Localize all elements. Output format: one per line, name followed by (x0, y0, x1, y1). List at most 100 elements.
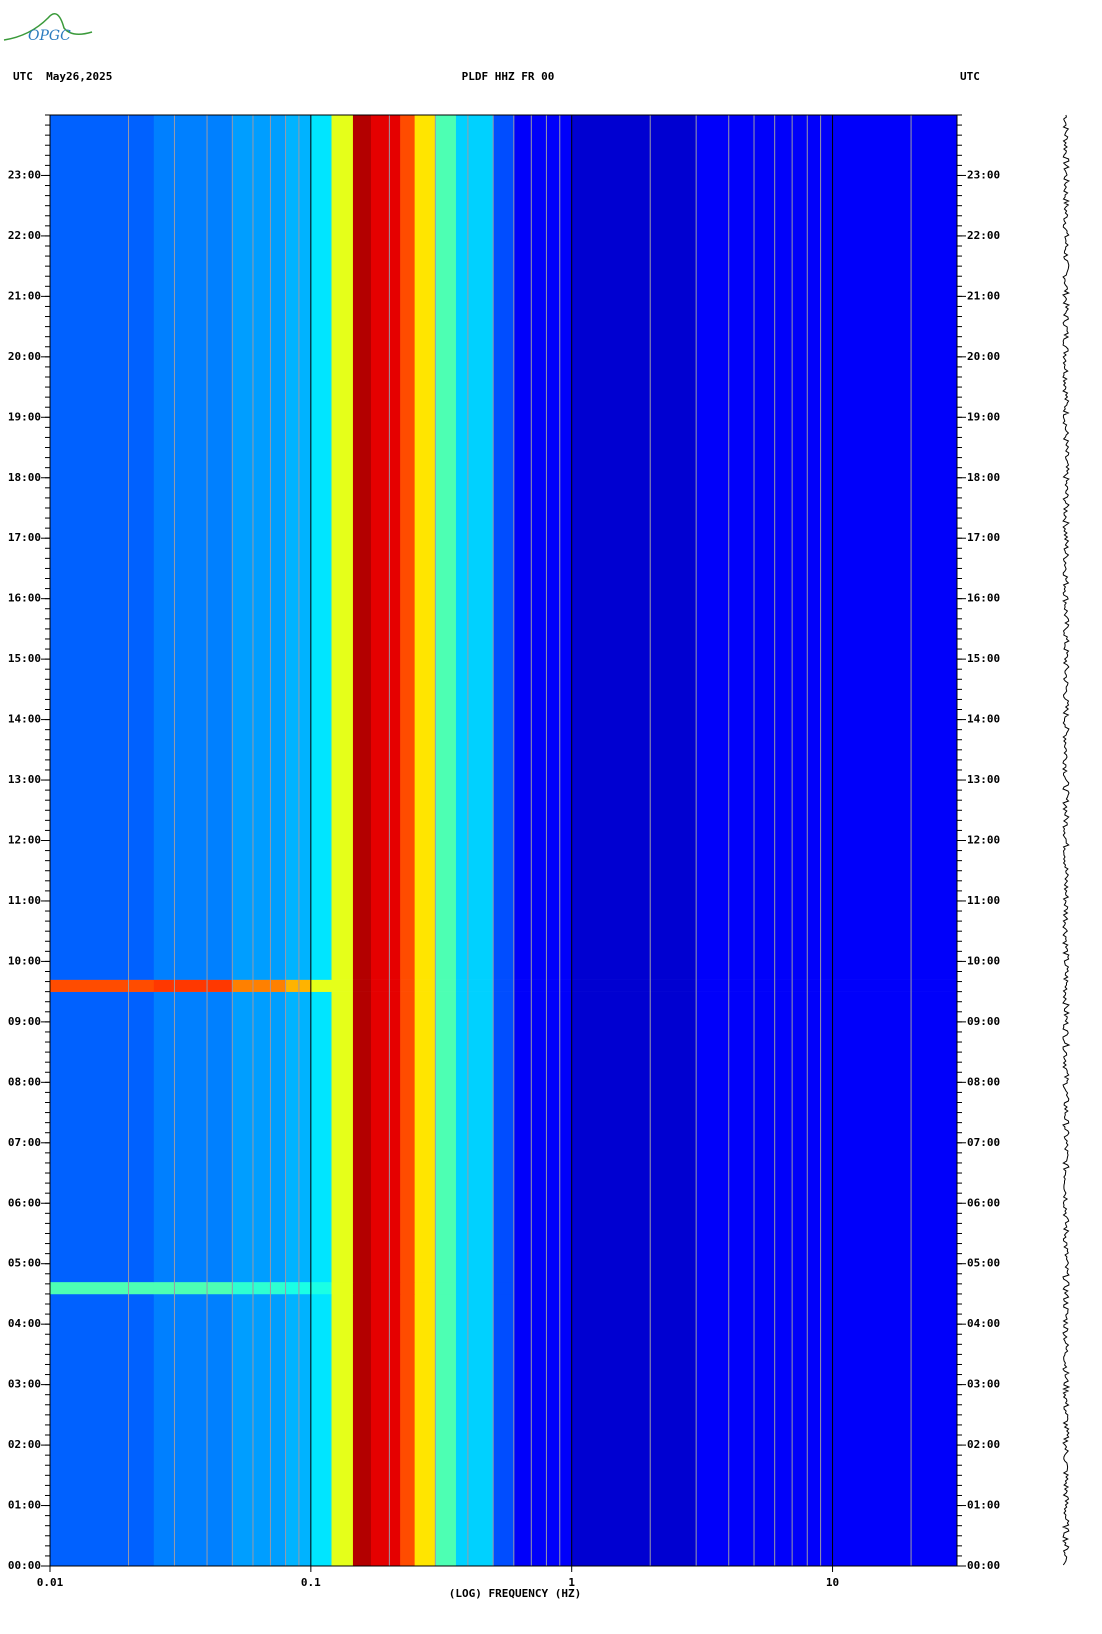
y-tick-label-left: 01:00 (8, 1499, 41, 1512)
y-tick-label-right: 05:00 (967, 1257, 1000, 1270)
heat-cell (285, 115, 312, 980)
heat-cell (370, 1281, 401, 1295)
x-tick-label: 10 (826, 1576, 839, 1589)
heat-cell (352, 1293, 372, 1567)
heat-cell (370, 991, 401, 1283)
heat-cell (310, 979, 332, 992)
heat-cell (696, 979, 958, 992)
heat-cell (493, 1293, 515, 1567)
heat-cell (352, 1281, 372, 1295)
heat-cell (435, 979, 457, 992)
heat-cell (571, 115, 697, 980)
heat-cell (232, 991, 286, 1283)
heat-cell (414, 991, 436, 1283)
logo: OPGC (28, 28, 71, 44)
y-tick-label-right: 11:00 (967, 894, 1000, 907)
y-tick-label-right: 19:00 (967, 410, 1000, 423)
heat-cell (414, 1281, 436, 1295)
header-left: UTC May26,2025 (13, 70, 112, 83)
heat-cell (696, 1293, 958, 1567)
y-tick-label-right: 07:00 (967, 1136, 1000, 1149)
heat-cell (285, 979, 312, 992)
heat-cell (435, 1293, 457, 1567)
heat-cell (493, 979, 515, 992)
y-tick-label-left: 12:00 (8, 834, 41, 847)
logo-curve (3, 13, 93, 41)
heat-cell (232, 979, 286, 992)
y-tick-label-left: 13:00 (8, 773, 41, 786)
heat-cell (400, 979, 415, 992)
y-tick-label-left: 02:00 (8, 1438, 41, 1451)
y-tick-label-right: 18:00 (967, 471, 1000, 484)
y-tick-label-right: 02:00 (967, 1438, 1000, 1451)
heat-cell (285, 1281, 312, 1295)
heat-cell (153, 115, 233, 980)
y-tick-label-right: 22:00 (967, 229, 1000, 242)
y-tick-label-left: 09:00 (8, 1015, 41, 1028)
y-tick-label-right: 10:00 (967, 954, 1000, 967)
y-tick-label-right: 09:00 (967, 1015, 1000, 1028)
heat-cell (310, 1281, 332, 1295)
heat-cell (493, 115, 515, 980)
y-tick-label-left: 10:00 (8, 954, 41, 967)
y-tick-label-right: 08:00 (967, 1075, 1000, 1088)
heat-cell (50, 1293, 155, 1567)
heat-cell (232, 1293, 286, 1567)
chart-title: PLDF HHZ FR 00 (462, 70, 555, 83)
y-tick-label-left: 07:00 (8, 1136, 41, 1149)
heat-cell (435, 1281, 457, 1295)
heat-cell (331, 115, 354, 980)
heat-cell (331, 1281, 354, 1295)
heat-cell (513, 1293, 572, 1567)
heat-cell (414, 979, 436, 992)
y-tick-label-left: 22:00 (8, 229, 41, 242)
heat-cell (370, 115, 401, 980)
heat-cell (310, 991, 332, 1283)
heat-cell (696, 991, 958, 1283)
heat-cell (352, 115, 372, 980)
heat-cell (414, 115, 436, 980)
y-tick-label-right: 21:00 (967, 289, 1000, 302)
y-tick-label-right: 15:00 (967, 652, 1000, 665)
heat-cell (493, 1281, 515, 1295)
header-right: UTC (960, 70, 980, 83)
y-tick-label-left: 18:00 (8, 471, 41, 484)
y-tick-label-right: 20:00 (967, 350, 1000, 363)
heat-cell (331, 979, 354, 992)
y-tick-label-right: 17:00 (967, 531, 1000, 544)
heat-cell (153, 979, 233, 992)
heat-cell (571, 1293, 697, 1567)
y-tick-label-right: 14:00 (967, 713, 1000, 726)
heat-cell (493, 991, 515, 1283)
y-tick-label-right: 12:00 (967, 834, 1000, 847)
y-tick-label-right: 13:00 (967, 773, 1000, 786)
heat-cell (435, 115, 457, 980)
heat-cell (435, 991, 457, 1283)
heat-cell (370, 1293, 401, 1567)
heat-cell (50, 991, 155, 1283)
heat-cell (153, 1293, 233, 1567)
heat-cell (400, 1293, 415, 1567)
y-tick-label-left: 21:00 (8, 289, 41, 302)
y-tick-label-right: 06:00 (967, 1196, 1000, 1209)
y-tick-label-right: 01:00 (967, 1499, 1000, 1512)
y-tick-label-right: 16:00 (967, 592, 1000, 605)
x-tick-label: 1 (568, 1576, 575, 1589)
seismogram-trace (1061, 114, 1071, 1566)
heat-cell (400, 991, 415, 1283)
heat-cell (232, 1281, 286, 1295)
heat-cell (571, 991, 697, 1283)
heat-cell (455, 979, 494, 992)
y-tick-label-left: 08:00 (8, 1075, 41, 1088)
heat-cell (352, 991, 372, 1283)
y-tick-label-left: 14:00 (8, 713, 41, 726)
y-tick-label-left: 17:00 (8, 531, 41, 544)
y-tick-label-left: 05:00 (8, 1257, 41, 1270)
x-tick-label: 0.01 (37, 1576, 64, 1589)
heat-cell (331, 1293, 354, 1567)
heat-cell (370, 979, 401, 992)
heat-cell (455, 991, 494, 1283)
heat-cell (455, 115, 494, 980)
heat-cell (331, 991, 354, 1283)
